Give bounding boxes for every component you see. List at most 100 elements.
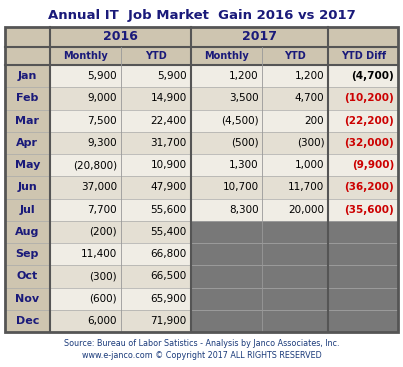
Text: Apr: Apr <box>16 138 38 148</box>
Text: Nov: Nov <box>15 294 39 304</box>
Bar <box>50 87 121 109</box>
Bar <box>50 310 121 332</box>
Text: May: May <box>15 160 40 170</box>
Bar <box>262 310 328 332</box>
Bar <box>191 176 262 199</box>
Text: 5,900: 5,900 <box>87 71 117 81</box>
Text: (4,500): (4,500) <box>221 116 258 126</box>
Bar <box>50 221 121 243</box>
Text: YTD Diff: YTD Diff <box>341 51 386 61</box>
Bar <box>191 132 262 154</box>
Text: 200: 200 <box>305 116 324 126</box>
Text: Mar: Mar <box>15 116 39 126</box>
Text: (300): (300) <box>297 138 324 148</box>
Bar <box>50 199 121 221</box>
Bar <box>5 27 398 47</box>
Text: 55,600: 55,600 <box>151 205 187 215</box>
Text: (32,000): (32,000) <box>344 138 394 148</box>
Text: 3,500: 3,500 <box>229 93 258 103</box>
Text: 2017: 2017 <box>242 30 277 44</box>
Text: (9,900): (9,900) <box>352 160 394 170</box>
Bar <box>328 199 398 221</box>
Text: (10,200): (10,200) <box>344 93 394 103</box>
Text: (600): (600) <box>89 294 117 304</box>
Text: Dec: Dec <box>16 316 39 326</box>
Text: Sep: Sep <box>16 249 39 259</box>
Bar <box>328 265 398 287</box>
Bar <box>50 132 121 154</box>
Bar <box>262 287 328 310</box>
Bar <box>5 27 398 332</box>
Bar <box>121 310 191 332</box>
Bar <box>5 265 50 287</box>
Bar <box>50 287 121 310</box>
Bar <box>121 109 191 132</box>
Text: 1,300: 1,300 <box>229 160 258 170</box>
Bar <box>191 265 262 287</box>
Text: 2016: 2016 <box>103 30 138 44</box>
Bar <box>191 199 262 221</box>
Text: 22,400: 22,400 <box>151 116 187 126</box>
Bar <box>50 109 121 132</box>
Text: 37,000: 37,000 <box>81 182 117 192</box>
Bar <box>262 87 328 109</box>
Text: 11,400: 11,400 <box>81 249 117 259</box>
Bar <box>121 132 191 154</box>
Text: YTD: YTD <box>145 51 167 61</box>
Bar <box>121 265 191 287</box>
Text: Jul: Jul <box>19 205 35 215</box>
Bar <box>262 65 328 87</box>
Bar <box>5 65 50 87</box>
Bar <box>5 287 50 310</box>
Text: 71,900: 71,900 <box>151 316 187 326</box>
Text: 66,500: 66,500 <box>151 271 187 281</box>
Text: (22,200): (22,200) <box>344 116 394 126</box>
Bar <box>262 199 328 221</box>
Bar <box>262 265 328 287</box>
Bar <box>328 154 398 176</box>
Bar <box>328 87 398 109</box>
Text: Feb: Feb <box>16 93 38 103</box>
Bar <box>5 176 50 199</box>
Text: (36,200): (36,200) <box>344 182 394 192</box>
Text: 31,700: 31,700 <box>151 138 187 148</box>
Text: (35,600): (35,600) <box>344 205 394 215</box>
Bar <box>328 65 398 87</box>
Text: 5,900: 5,900 <box>157 71 187 81</box>
Bar <box>5 199 50 221</box>
Bar <box>5 154 50 176</box>
Bar <box>191 109 262 132</box>
Bar <box>121 243 191 265</box>
Text: 10,900: 10,900 <box>151 160 187 170</box>
Text: 1,000: 1,000 <box>295 160 324 170</box>
Text: Monthly: Monthly <box>63 51 108 61</box>
Bar <box>5 243 50 265</box>
Bar <box>262 132 328 154</box>
Bar <box>328 109 398 132</box>
Text: 47,900: 47,900 <box>151 182 187 192</box>
Text: 10,700: 10,700 <box>222 182 258 192</box>
Bar <box>5 47 398 65</box>
Bar <box>328 221 398 243</box>
Text: 7,500: 7,500 <box>87 116 117 126</box>
Text: 8,300: 8,300 <box>229 205 258 215</box>
Bar <box>5 310 50 332</box>
Bar <box>5 221 50 243</box>
Bar <box>121 221 191 243</box>
Text: Oct: Oct <box>17 271 38 281</box>
Text: Annual IT  Job Market  Gain 2016 vs 2017: Annual IT Job Market Gain 2016 vs 2017 <box>48 10 355 22</box>
Text: 6,000: 6,000 <box>88 316 117 326</box>
Bar <box>328 132 398 154</box>
Text: Jan: Jan <box>18 71 37 81</box>
Text: 1,200: 1,200 <box>295 71 324 81</box>
Bar <box>262 154 328 176</box>
Bar <box>328 176 398 199</box>
Text: (500): (500) <box>231 138 258 148</box>
Bar <box>5 132 50 154</box>
Text: 11,700: 11,700 <box>288 182 324 192</box>
Bar <box>121 87 191 109</box>
Text: 1,200: 1,200 <box>229 71 258 81</box>
Bar <box>121 65 191 87</box>
Bar <box>50 243 121 265</box>
Text: 9,000: 9,000 <box>88 93 117 103</box>
